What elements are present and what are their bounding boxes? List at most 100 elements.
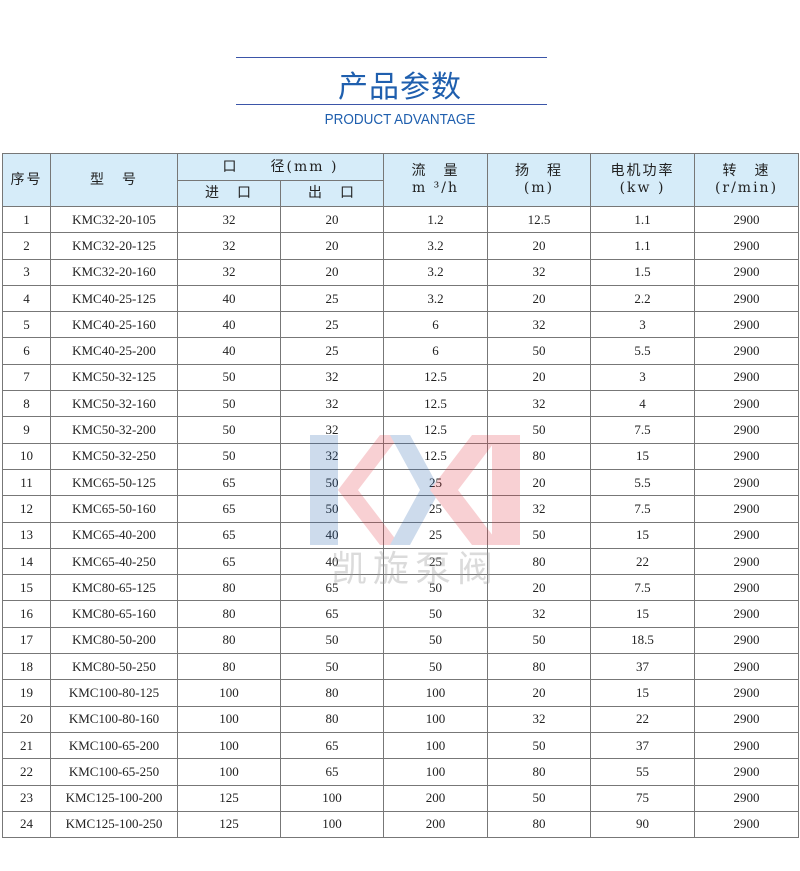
cell-outlet: 50 [280,626,384,655]
page-subtitle: PRODUCT ADVANTAGE [324,111,476,128]
table-row: 14 KMC65-40-250 65 40 25 80 22 2900 [2,547,799,576]
cell-outlet: 40 [280,547,384,576]
cell-no: 1 [2,205,51,234]
cell-outlet: 25 [280,311,384,339]
cell-head: 32 [487,705,591,733]
cell-flow: 1.2 [383,205,488,234]
cell-power: 7.5 [590,416,695,444]
cell-speed: 2900 [694,784,799,812]
cell-speed: 2900 [694,731,799,760]
cell-power: 15 [590,600,695,628]
cell-head: 80 [487,442,591,470]
cell-head: 20 [487,284,591,313]
cell-flow: 25 [383,521,488,549]
cell-no: 12 [2,495,51,523]
table-row: 19 KMC100-80-125 100 80 100 20 15 2900 [2,679,799,707]
cell-head: 80 [487,810,591,839]
table-row: 10 KMC50-32-250 50 32 12.5 80 15 2900 [2,442,799,470]
cell-inlet: 40 [177,284,281,313]
cell-outlet: 40 [280,521,384,549]
header-diameter: 口 径(mm ) [177,153,384,181]
cell-inlet: 100 [177,679,281,707]
cell-head: 32 [487,390,591,418]
cell-inlet: 125 [177,810,281,839]
cell-head: 32 [487,495,591,523]
cell-outlet: 32 [280,442,384,470]
cell-flow: 3.2 [383,232,488,260]
cell-outlet: 25 [280,337,384,365]
page-title: 产品参数 [338,70,462,105]
cell-power: 37 [590,731,695,760]
cell-speed: 2900 [694,521,799,549]
cell-model: KMC65-50-125 [50,468,178,497]
cell-no: 9 [2,416,51,444]
cell-head: 50 [487,731,591,760]
cell-flow: 50 [383,626,488,655]
cell-inlet: 100 [177,731,281,760]
cell-flow: 12.5 [383,442,488,470]
cell-no: 15 [2,574,51,602]
cell-outlet: 32 [280,416,384,444]
cell-power: 7.5 [590,574,695,602]
table-row: 11 KMC65-50-125 65 50 25 20 5.5 2900 [2,468,799,497]
table-row: 1 KMC32-20-105 32 20 1.2 12.5 1.1 2900 [2,205,799,234]
cell-no: 24 [2,810,51,839]
cell-outlet: 80 [280,679,384,707]
cell-speed: 2900 [694,311,799,339]
cell-no: 14 [2,547,51,576]
cell-outlet: 20 [280,258,384,286]
table-row: 3 KMC32-20-160 32 20 3.2 32 1.5 2900 [2,258,799,286]
cell-flow: 6 [383,311,488,339]
cell-speed: 2900 [694,205,799,234]
cell-outlet: 100 [280,810,384,839]
table-row: 12 KMC65-50-160 65 50 25 32 7.5 2900 [2,495,799,523]
cell-outlet: 25 [280,284,384,313]
header-outlet: 出 口 [280,180,384,207]
cell-speed: 2900 [694,337,799,365]
cell-flow: 100 [383,731,488,760]
cell-flow: 50 [383,600,488,628]
cell-no: 13 [2,521,51,549]
table-row: 7 KMC50-32-125 50 32 12.5 20 3 2900 [2,363,799,392]
cell-head: 20 [487,574,591,602]
cell-model: KMC80-65-160 [50,600,178,628]
cell-speed: 2900 [694,363,799,392]
cell-model: KMC80-50-200 [50,626,178,655]
cell-outlet: 50 [280,653,384,681]
cell-inlet: 65 [177,547,281,576]
cell-no: 18 [2,653,51,681]
cell-head: 20 [487,232,591,260]
cell-power: 15 [590,442,695,470]
cell-inlet: 80 [177,626,281,655]
table-row: 16 KMC80-65-160 80 65 50 32 15 2900 [2,600,799,628]
cell-head: 80 [487,653,591,681]
title-top-rule [236,57,547,58]
cell-inlet: 100 [177,758,281,786]
table-row: 22 KMC100-65-250 100 65 100 80 55 2900 [2,758,799,786]
cell-model: KMC125-100-200 [50,784,178,812]
cell-model: KMC80-50-250 [50,653,178,681]
cell-head: 20 [487,363,591,392]
cell-inlet: 40 [177,311,281,339]
cell-head: 20 [487,679,591,707]
cell-inlet: 65 [177,521,281,549]
cell-flow: 100 [383,679,488,707]
cell-inlet: 65 [177,468,281,497]
cell-inlet: 40 [177,337,281,365]
cell-power: 4 [590,390,695,418]
cell-flow: 200 [383,810,488,839]
cell-speed: 2900 [694,810,799,839]
cell-power: 7.5 [590,495,695,523]
cell-no: 6 [2,337,51,365]
table-row: 15 KMC80-65-125 80 65 50 20 7.5 2900 [2,574,799,602]
cell-head: 50 [487,337,591,365]
cell-power: 3 [590,311,695,339]
cell-inlet: 50 [177,390,281,418]
cell-speed: 2900 [694,390,799,418]
cell-model: KMC50-32-160 [50,390,178,418]
cell-power: 55 [590,758,695,786]
cell-outlet: 50 [280,468,384,497]
cell-head: 32 [487,258,591,286]
table-row: 8 KMC50-32-160 50 32 12.5 32 4 2900 [2,390,799,418]
